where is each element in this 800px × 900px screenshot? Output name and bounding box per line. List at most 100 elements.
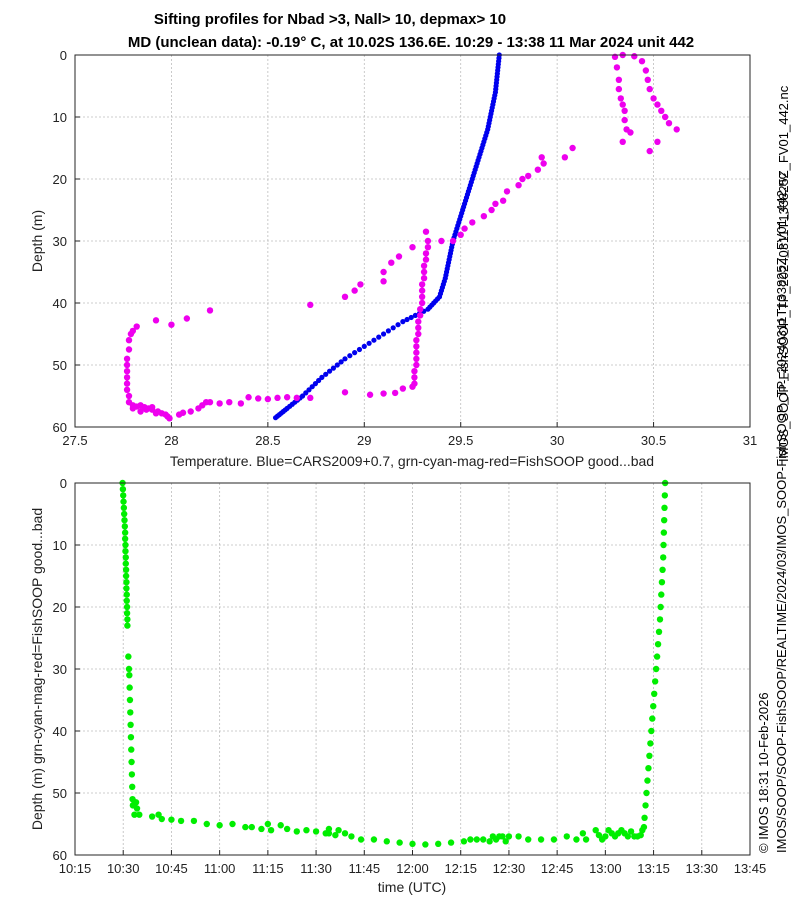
top-data-point [418,287,426,294]
bottom-data-point [248,823,255,831]
top-x-tick-label: 30.5 [641,433,666,448]
top-x-tick-label: 27.5 [62,433,87,448]
bottom-data-point [473,836,480,843]
bottom-data-point [348,833,355,840]
bottom-data-point [122,566,130,573]
top-data-point [123,355,131,362]
bottom-data-point [582,836,590,843]
chart-title-line2: MD (unclean data): -0.19° C, at 10.02S 1… [128,34,694,51]
top-data-point [438,237,445,245]
bottom-x-tick-label: 10:15 [59,861,92,876]
top-data-point [658,107,665,115]
top-data-point [133,323,140,330]
top-y-tick-label: 50 [53,358,67,373]
top-data-point [457,231,464,238]
top-plot-frame [74,54,751,428]
top-data-point [125,346,133,353]
top-data-point [503,188,511,195]
top-data-point [330,365,337,371]
bottom-data-point [312,828,320,835]
top-data-point [499,197,507,204]
bottom-data-point [133,805,141,812]
bottom-y-tick-label: 50 [53,786,67,801]
top-x-tick-label: 31 [743,433,757,448]
top-data-point [650,95,657,102]
top-data-point [638,58,646,65]
bottom-x-tick-label: 11:30 [300,861,332,876]
bottom-data-point [422,841,429,848]
bottom-data-point [644,777,651,784]
top-data-point [418,293,426,300]
bottom-data-point [122,541,129,549]
top-data-point [371,337,377,343]
bottom-data-point [293,828,300,835]
bottom-data-point [486,838,493,845]
top-data-point [143,406,150,413]
top-data-point [400,319,406,325]
top-data-point [255,395,262,402]
bottom-data-point [132,799,140,806]
bottom-x-tick-label: 13:00 [589,861,622,876]
bottom-data-point [148,813,156,820]
top-data-point [617,95,624,102]
top-data-point [334,362,340,368]
bottom-data-point [602,833,609,840]
top-data-point [125,337,133,344]
top-data-point [534,166,542,173]
top-data-point [569,144,576,152]
top-tick-labels: 27.5 28 28.5 29 29.5 30 30.5 31 0 10 20 30 40 50 60 [53,48,758,448]
bottom-data-point [127,709,134,716]
top-data-point [418,299,426,307]
top-data-point [415,324,422,331]
top-data-point [342,356,348,362]
top-data-point [420,275,428,282]
top-data-point [312,381,319,387]
bottom-data-point [641,814,648,821]
bottom-data-point [383,838,390,845]
top-data-point [293,394,300,402]
bottom-data-point [645,765,652,772]
bottom-data-point [505,833,513,840]
bottom-data-point [128,746,135,753]
side-filename: IMOS_SOOP-FishSOOP_TP_20240311T133825Z_F… [776,85,791,462]
top-data-point [341,293,349,300]
top-y-tick-label: 20 [53,172,67,187]
bottom-data-point [660,554,667,561]
top-data-point [137,408,144,415]
bottom-data-point [435,840,442,848]
top-data-point [413,355,420,362]
bottom-grid [74,482,751,856]
top-data-point [245,394,252,401]
top-x-tick-label: 28 [164,433,178,448]
bottom-data-point [656,616,664,623]
top-data-point [615,76,623,84]
bottom-data-point [125,665,133,673]
top-data-point [424,244,432,251]
bottom-tick-labels: 10:15 10:30 10:45 11:00 11:15 11:30 11:45 12:00… [53,476,767,876]
top-data-point [123,380,131,387]
bottom-data-point [467,836,474,843]
top-data-point [492,200,499,207]
bottom-data-point [409,840,416,848]
top-data-point [469,219,476,226]
top-data-point [422,228,430,235]
bottom-y-tick-label: 20 [53,600,67,615]
top-data-point [380,278,387,285]
top-data-point [306,387,312,393]
top-data-point [420,268,428,276]
top-y-tick-label: 40 [53,296,67,311]
top-data-point [123,386,131,393]
bottom-data-point [648,727,655,735]
top-data-point [323,371,329,377]
bottom-data-point [123,610,131,617]
bottom-data-point [563,833,570,840]
top-data-point [272,415,279,421]
bottom-data-point [335,827,342,834]
bottom-y-tick-label: 60 [53,848,67,863]
top-data-point [519,175,526,183]
top-data-point [561,154,569,161]
bottom-data-point [660,529,668,536]
bottom-data-point [643,789,650,797]
bottom-data-point [370,836,378,843]
bottom-data-point [627,828,635,835]
